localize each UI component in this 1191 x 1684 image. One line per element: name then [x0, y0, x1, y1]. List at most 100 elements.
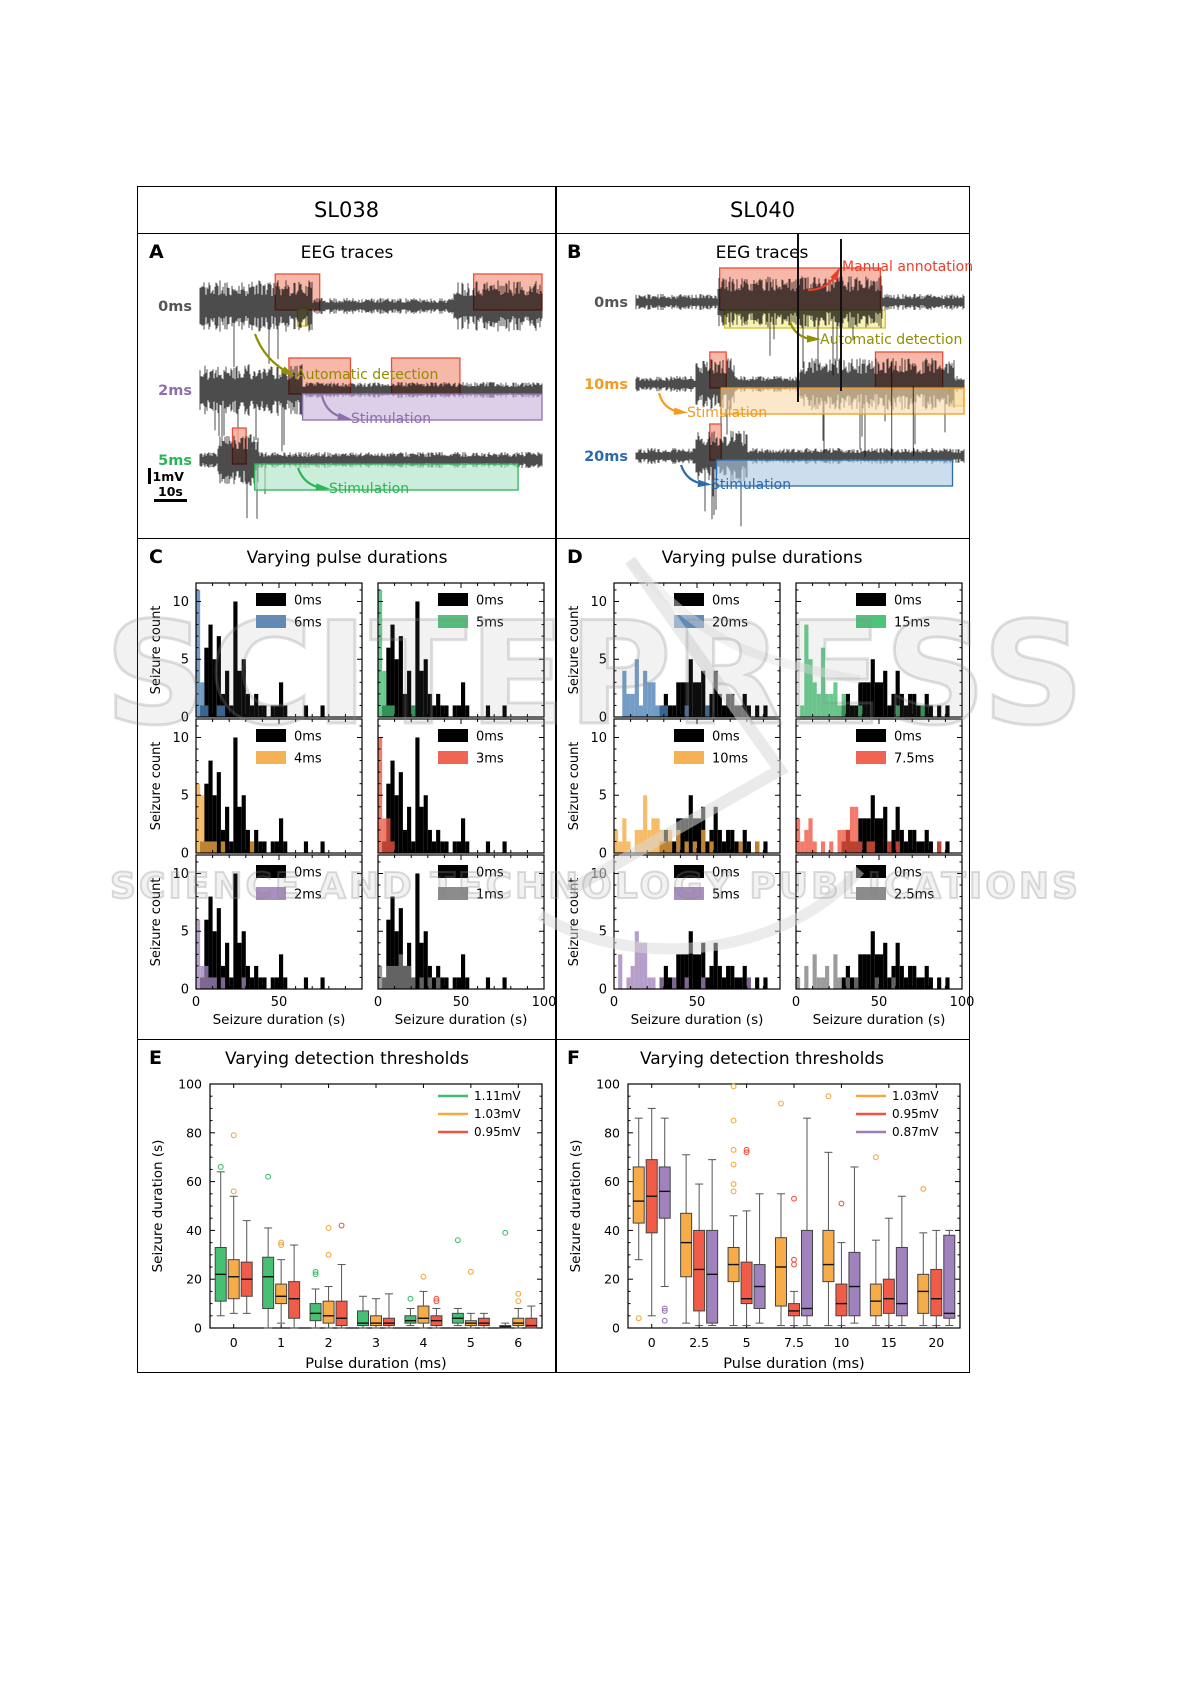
bar-0ms: [945, 977, 950, 989]
bar-0ms: [738, 705, 743, 717]
bar-5ms: [643, 942, 648, 989]
annotation-automatic-detection: Automatic detection: [253, 333, 438, 383]
bar-0ms: [920, 977, 925, 989]
bar-5ms: [634, 931, 639, 989]
y-axis-label: Seizure count: [567, 878, 582, 967]
y-tick-label: 40: [604, 1223, 620, 1238]
legend-swatch: [856, 593, 886, 606]
bar-20ms: [659, 705, 664, 717]
bar-0ms: [208, 896, 213, 989]
bar-0ms: [866, 954, 871, 989]
x-tick-label: 50: [871, 995, 888, 1010]
panel-letter: C: [149, 546, 163, 568]
bar-0ms: [502, 841, 507, 853]
bar-7.5ms: [820, 841, 826, 853]
bar-15ms: [816, 693, 821, 717]
annotation-label: Automatic detection: [820, 332, 962, 348]
outlier-point: [661, 1307, 668, 1314]
y-tick-label: 10: [172, 731, 189, 746]
bar-2ms: [200, 965, 205, 989]
legend-label: 0ms: [294, 594, 322, 609]
arrowhead-icon: [806, 335, 821, 343]
eeg-trace-0ms: 0ms: [594, 267, 965, 376]
bar-2.5ms: [845, 977, 850, 989]
bar-0ms: [241, 795, 246, 853]
legend: 0ms 10ms: [674, 729, 748, 767]
bar-0ms: [862, 954, 867, 989]
stimulation-band: [720, 387, 965, 415]
bar-0ms: [258, 977, 263, 989]
outlier-point: [791, 1195, 797, 1202]
box: [288, 1281, 301, 1319]
legend-swatch: [674, 615, 704, 628]
bar-0ms: [245, 829, 250, 853]
bar-0ms: [663, 965, 668, 989]
bar-0ms: [229, 841, 234, 853]
bar-0ms: [303, 977, 309, 989]
legend-swatch: [674, 751, 704, 764]
panel-letter: A: [149, 241, 164, 263]
bar-1ms: [436, 977, 441, 989]
bar-0ms: [709, 965, 714, 989]
bar-0ms: [436, 829, 441, 853]
bar-0ms: [928, 841, 933, 853]
bar-1ms: [419, 977, 424, 989]
box-series-1.03mV: [227, 1132, 525, 1329]
bar-10ms: [709, 841, 714, 853]
bar-0ms: [456, 705, 461, 717]
bar-0ms: [854, 705, 859, 717]
bar-0ms: [734, 977, 739, 989]
bar-0ms: [303, 705, 309, 717]
bar-7.5ms: [804, 829, 809, 853]
bar-0ms: [407, 942, 412, 989]
box: [848, 1251, 861, 1317]
bar-1ms: [394, 965, 399, 989]
bar-2ms: [220, 977, 226, 989]
bar-0ms: [883, 670, 888, 717]
scale-bar-voltage: 1mV: [152, 468, 184, 484]
bar-0ms: [398, 908, 403, 989]
bar-0ms: [415, 737, 420, 853]
x-tick-label: 2: [325, 1335, 333, 1350]
bar-1ms: [427, 977, 432, 989]
bar-0ms: [717, 829, 722, 853]
panel-letter: E: [149, 1047, 162, 1069]
bar-5ms: [411, 705, 416, 717]
row-eeg-traces: A EEG traces 0ms 2ms 5ms Automatic detectio…: [138, 233, 973, 539]
eeg-trace-5ms: 5ms: [158, 427, 543, 519]
y-tick-label: 0: [194, 1321, 202, 1336]
legend-swatch: [438, 615, 468, 628]
bar-0ms: [879, 818, 884, 853]
bar-0ms: [726, 829, 731, 853]
panel-e: E Varying detection thresholds 0 20 40 60 80…: [138, 1040, 556, 1375]
box: [930, 1268, 943, 1317]
bar-5ms: [386, 705, 391, 717]
eeg-waveform: [199, 364, 543, 452]
bar-0ms: [945, 705, 950, 717]
bar-7.5ms: [812, 841, 817, 853]
bar-0ms: [283, 977, 288, 989]
y-tick-label: 100: [178, 1077, 202, 1092]
x-tick-label: 15: [881, 1335, 897, 1350]
x-tick-label: 4: [419, 1335, 427, 1350]
bar-5ms: [651, 977, 656, 989]
bar-10ms: [622, 818, 627, 853]
bar-6ms: [196, 589, 201, 717]
trace-label: 0ms: [158, 299, 192, 315]
bar-0ms: [444, 705, 449, 717]
annotation-stimulation: Stimulation: [296, 467, 409, 497]
bar-0ms: [262, 977, 267, 989]
x-tick-label: 50: [271, 995, 288, 1010]
bar-0ms: [398, 636, 403, 717]
panel-d: D Varying pulse durations 0 5 10 Seizure co…: [556, 539, 974, 1040]
bar-15ms: [820, 647, 826, 717]
bar-1ms: [411, 977, 416, 989]
legend-swatch: [674, 887, 704, 900]
manual-annotation-box: [709, 423, 722, 461]
legend-swatch: [256, 865, 286, 878]
outlier-point: [743, 1149, 750, 1156]
bar-0ms: [899, 965, 904, 989]
bar-0ms: [924, 829, 929, 853]
